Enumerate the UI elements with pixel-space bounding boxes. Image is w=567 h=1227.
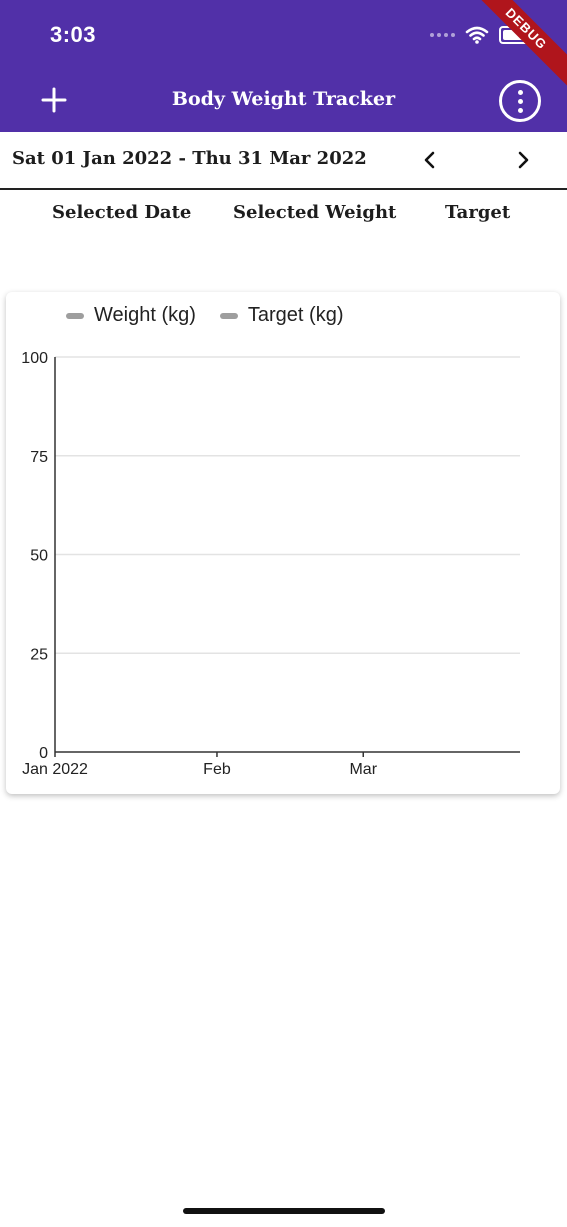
legend-swatch-weight [66, 312, 84, 319]
date-range-label: Sat 01 Jan 2022 - Thu 31 Mar 2022 [12, 148, 367, 169]
more-options-button[interactable] [499, 80, 541, 122]
chevron-left-icon [424, 151, 435, 169]
y-tick-label-50: 50 [30, 548, 48, 565]
page-title: Body Weight Tracker [171, 88, 396, 110]
previous-range-button[interactable] [416, 146, 444, 174]
y-tick-label-25: 25 [30, 646, 48, 663]
x-tick-label-0: Jan 2022 [22, 761, 88, 778]
legend-item-target[interactable]: Target (kg) [219, 304, 344, 327]
chart-legend: Weight (kg) Target (kg) [66, 304, 343, 327]
add-entry-button[interactable] [36, 82, 72, 118]
chevron-right-icon [518, 151, 529, 169]
home-indicator [183, 1208, 385, 1214]
y-tick-label-100: 100 [21, 350, 48, 367]
plus-icon [41, 87, 67, 113]
legend-item-weight[interactable]: Weight (kg) [66, 304, 196, 327]
x-tick-label-1: Feb [203, 761, 231, 778]
wifi-icon [465, 26, 489, 44]
y-tick-label-0: 0 [39, 745, 48, 762]
column-headers: Selected Date Selected Weight Target [0, 202, 567, 230]
status-time: 3:03 [50, 22, 97, 47]
weight-chart: 0 25 50 75 100 Jan 2022 Feb Mar [21, 350, 520, 778]
y-tick-label-75: 75 [30, 449, 48, 466]
x-tick-label-2: Mar [349, 761, 377, 778]
signal-icon [430, 33, 455, 37]
next-range-button[interactable] [509, 146, 537, 174]
more-vert-icon [517, 89, 523, 95]
legend-label-weight: Weight (kg) [94, 304, 196, 326]
date-range-bar: Sat 01 Jan 2022 - Thu 31 Mar 2022 [0, 132, 567, 190]
header-selected-weight: Selected Weight [233, 202, 397, 223]
legend-label-target: Target (kg) [247, 304, 344, 326]
header-target: Target [445, 202, 511, 223]
app-bar: 3:03 DEBUG Body Weight Tracker [0, 0, 567, 132]
weight-chart-card: Weight (kg) Target (kg) 0 25 50 75 100 Jan 20… [6, 292, 560, 794]
header-selected-date: Selected Date [52, 202, 192, 223]
legend-swatch-target [219, 312, 238, 319]
